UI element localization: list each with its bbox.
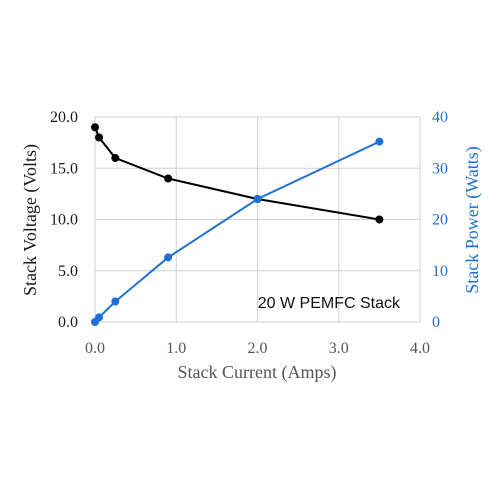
x-tick-labels: 0.0 1.0 2.0 3.0 4.0 bbox=[85, 340, 430, 357]
voltage-point bbox=[111, 154, 120, 162]
voltage-point bbox=[375, 215, 384, 224]
chart-annotation: 20 W PEMFC Stack bbox=[258, 295, 401, 312]
y-tick-label: 15.0 bbox=[50, 160, 78, 177]
power-point bbox=[253, 195, 262, 203]
y-tick-label: 0.0 bbox=[58, 314, 78, 331]
y-tick-label: 5.0 bbox=[58, 263, 78, 280]
power-point bbox=[95, 313, 104, 322]
y-tick-labels: 0.0 5.0 10.0 15.0 20.0 bbox=[50, 109, 78, 331]
y2-tick-label: 40 bbox=[432, 109, 448, 126]
y2-axis-title: Stack Power (Watts) bbox=[462, 146, 483, 294]
voltage-series bbox=[91, 123, 384, 224]
x-axis-title: Stack Current (Amps) bbox=[178, 362, 337, 383]
grid bbox=[94, 116, 421, 323]
y-tick-label: 10.0 bbox=[50, 212, 78, 229]
y2-tick-labels: 0 10 20 30 40 bbox=[432, 109, 448, 331]
power-point bbox=[111, 297, 120, 306]
power-series bbox=[91, 137, 384, 326]
voltage-point bbox=[91, 123, 99, 132]
y-axis-title: Stack Voltage (Volts) bbox=[20, 144, 41, 296]
power-point bbox=[375, 137, 384, 146]
x-tick-label: 3.0 bbox=[329, 340, 349, 357]
x-tick-label: 1.0 bbox=[166, 340, 186, 357]
y2-tick-label: 20 bbox=[432, 212, 448, 229]
y2-tick-label: 30 bbox=[432, 160, 448, 177]
y2-tick-label: 0 bbox=[432, 314, 440, 331]
series-layer bbox=[91, 123, 384, 326]
voltage-line bbox=[94, 126, 380, 221]
voltage-point bbox=[164, 174, 173, 183]
x-tick-label: 4.0 bbox=[410, 340, 430, 357]
x-tick-label: 0.0 bbox=[85, 340, 105, 357]
power-point bbox=[164, 253, 173, 262]
x-tick-label: 2.0 bbox=[248, 340, 268, 357]
voltage-point bbox=[95, 133, 104, 142]
y-tick-label: 20.0 bbox=[50, 109, 78, 126]
y2-tick-label: 10 bbox=[432, 263, 448, 280]
